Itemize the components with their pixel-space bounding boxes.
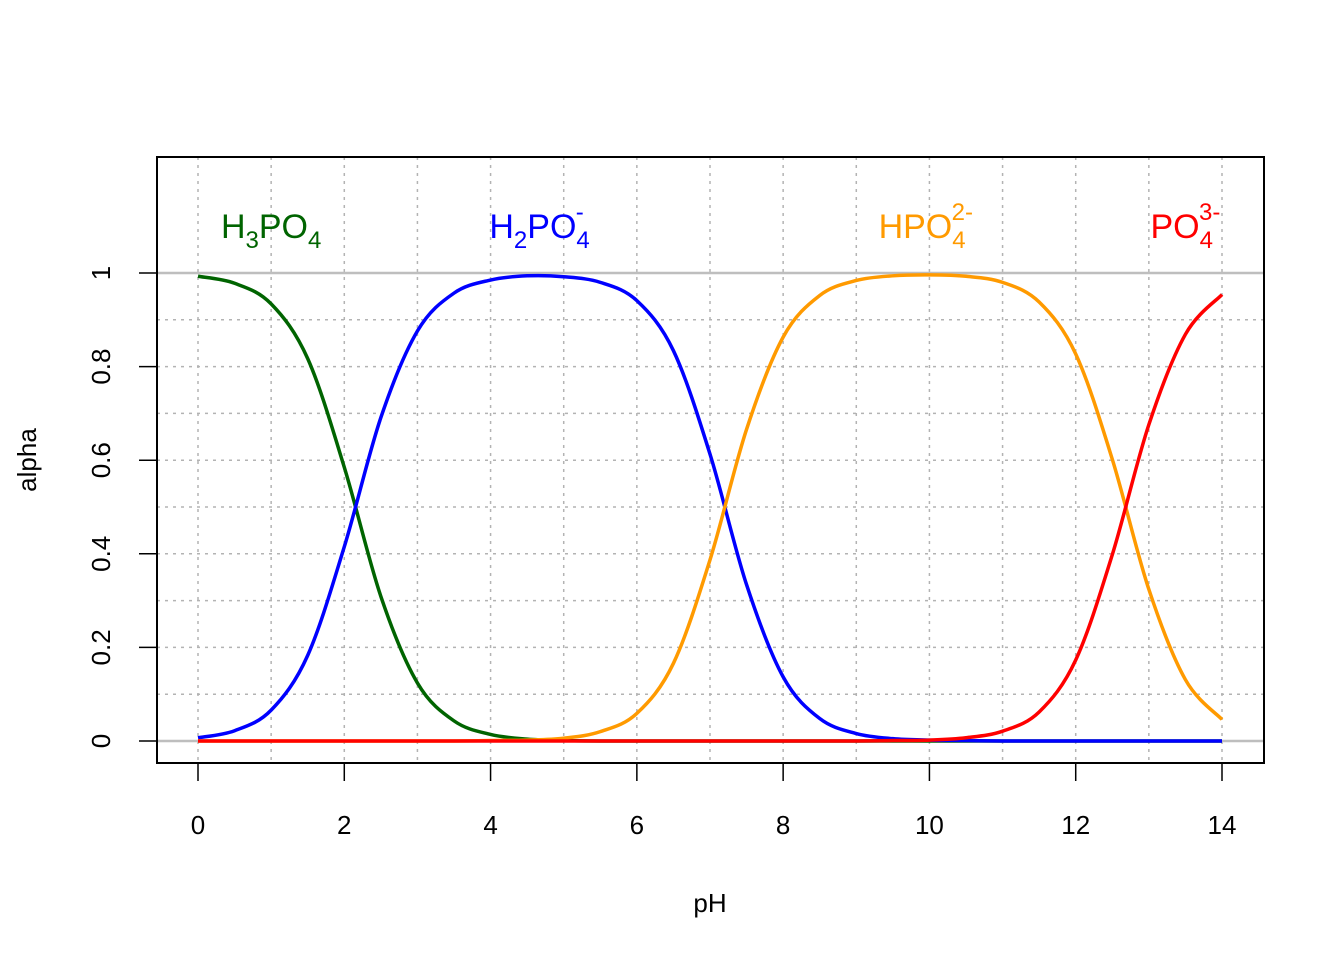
species-label-part: 3- bbox=[1199, 199, 1220, 226]
axes: 0 2 4 6 8 10 12 14 0 0.2 0.4 0.6 0.8 1 bbox=[86, 266, 1236, 840]
species-labels: H3PO4 H2PO4- HPO42- PO43- bbox=[221, 199, 1220, 254]
species-label-0: H3PO4 bbox=[221, 208, 321, 254]
species-label-part: HPO bbox=[879, 208, 953, 246]
species-label-part: 4 bbox=[576, 227, 589, 254]
species-label-part: 4 bbox=[1200, 227, 1213, 254]
species-label-part: PO bbox=[259, 208, 308, 246]
x-tick-label: 2 bbox=[337, 810, 351, 840]
species-label-part: - bbox=[576, 199, 584, 226]
y-tick-label: 0.4 bbox=[86, 536, 116, 572]
x-tick-label: 6 bbox=[630, 810, 644, 840]
species-label-part: H bbox=[221, 208, 246, 246]
species-label-part: PO bbox=[527, 208, 576, 246]
y-tick-label: 1 bbox=[86, 266, 116, 280]
species-label-2: HPO42- bbox=[879, 199, 973, 254]
x-axis-title: pH bbox=[693, 888, 726, 918]
species-label-part: H bbox=[489, 208, 514, 246]
y-tick-label: 0.2 bbox=[86, 629, 116, 665]
y-tick-label: 0.6 bbox=[86, 442, 116, 478]
species-label-part: 4 bbox=[308, 227, 321, 254]
species-label-part: 4 bbox=[952, 227, 965, 254]
species-label-part: PO bbox=[1151, 208, 1200, 246]
x-tick-label: 10 bbox=[915, 810, 944, 840]
species-label-1: H2PO4- bbox=[489, 199, 589, 254]
species-label-3: PO43- bbox=[1151, 199, 1221, 254]
x-tick-label: 12 bbox=[1061, 810, 1090, 840]
x-tick-label: 4 bbox=[483, 810, 497, 840]
x-tick-label: 14 bbox=[1208, 810, 1237, 840]
series-line-1 bbox=[197, 273, 1222, 743]
y-tick-label: 0.8 bbox=[86, 349, 116, 385]
species-label-part: 2 bbox=[514, 227, 527, 254]
y-axis-title: alpha bbox=[12, 428, 42, 492]
y-tick-label: 0 bbox=[86, 734, 116, 748]
series-line-3 bbox=[198, 293, 1224, 743]
species-label-part: 2- bbox=[952, 199, 973, 226]
x-tick-label: 0 bbox=[191, 810, 205, 840]
curves bbox=[197, 273, 1224, 743]
species-label-part: 3 bbox=[246, 227, 259, 254]
x-tick-label: 8 bbox=[776, 810, 790, 840]
